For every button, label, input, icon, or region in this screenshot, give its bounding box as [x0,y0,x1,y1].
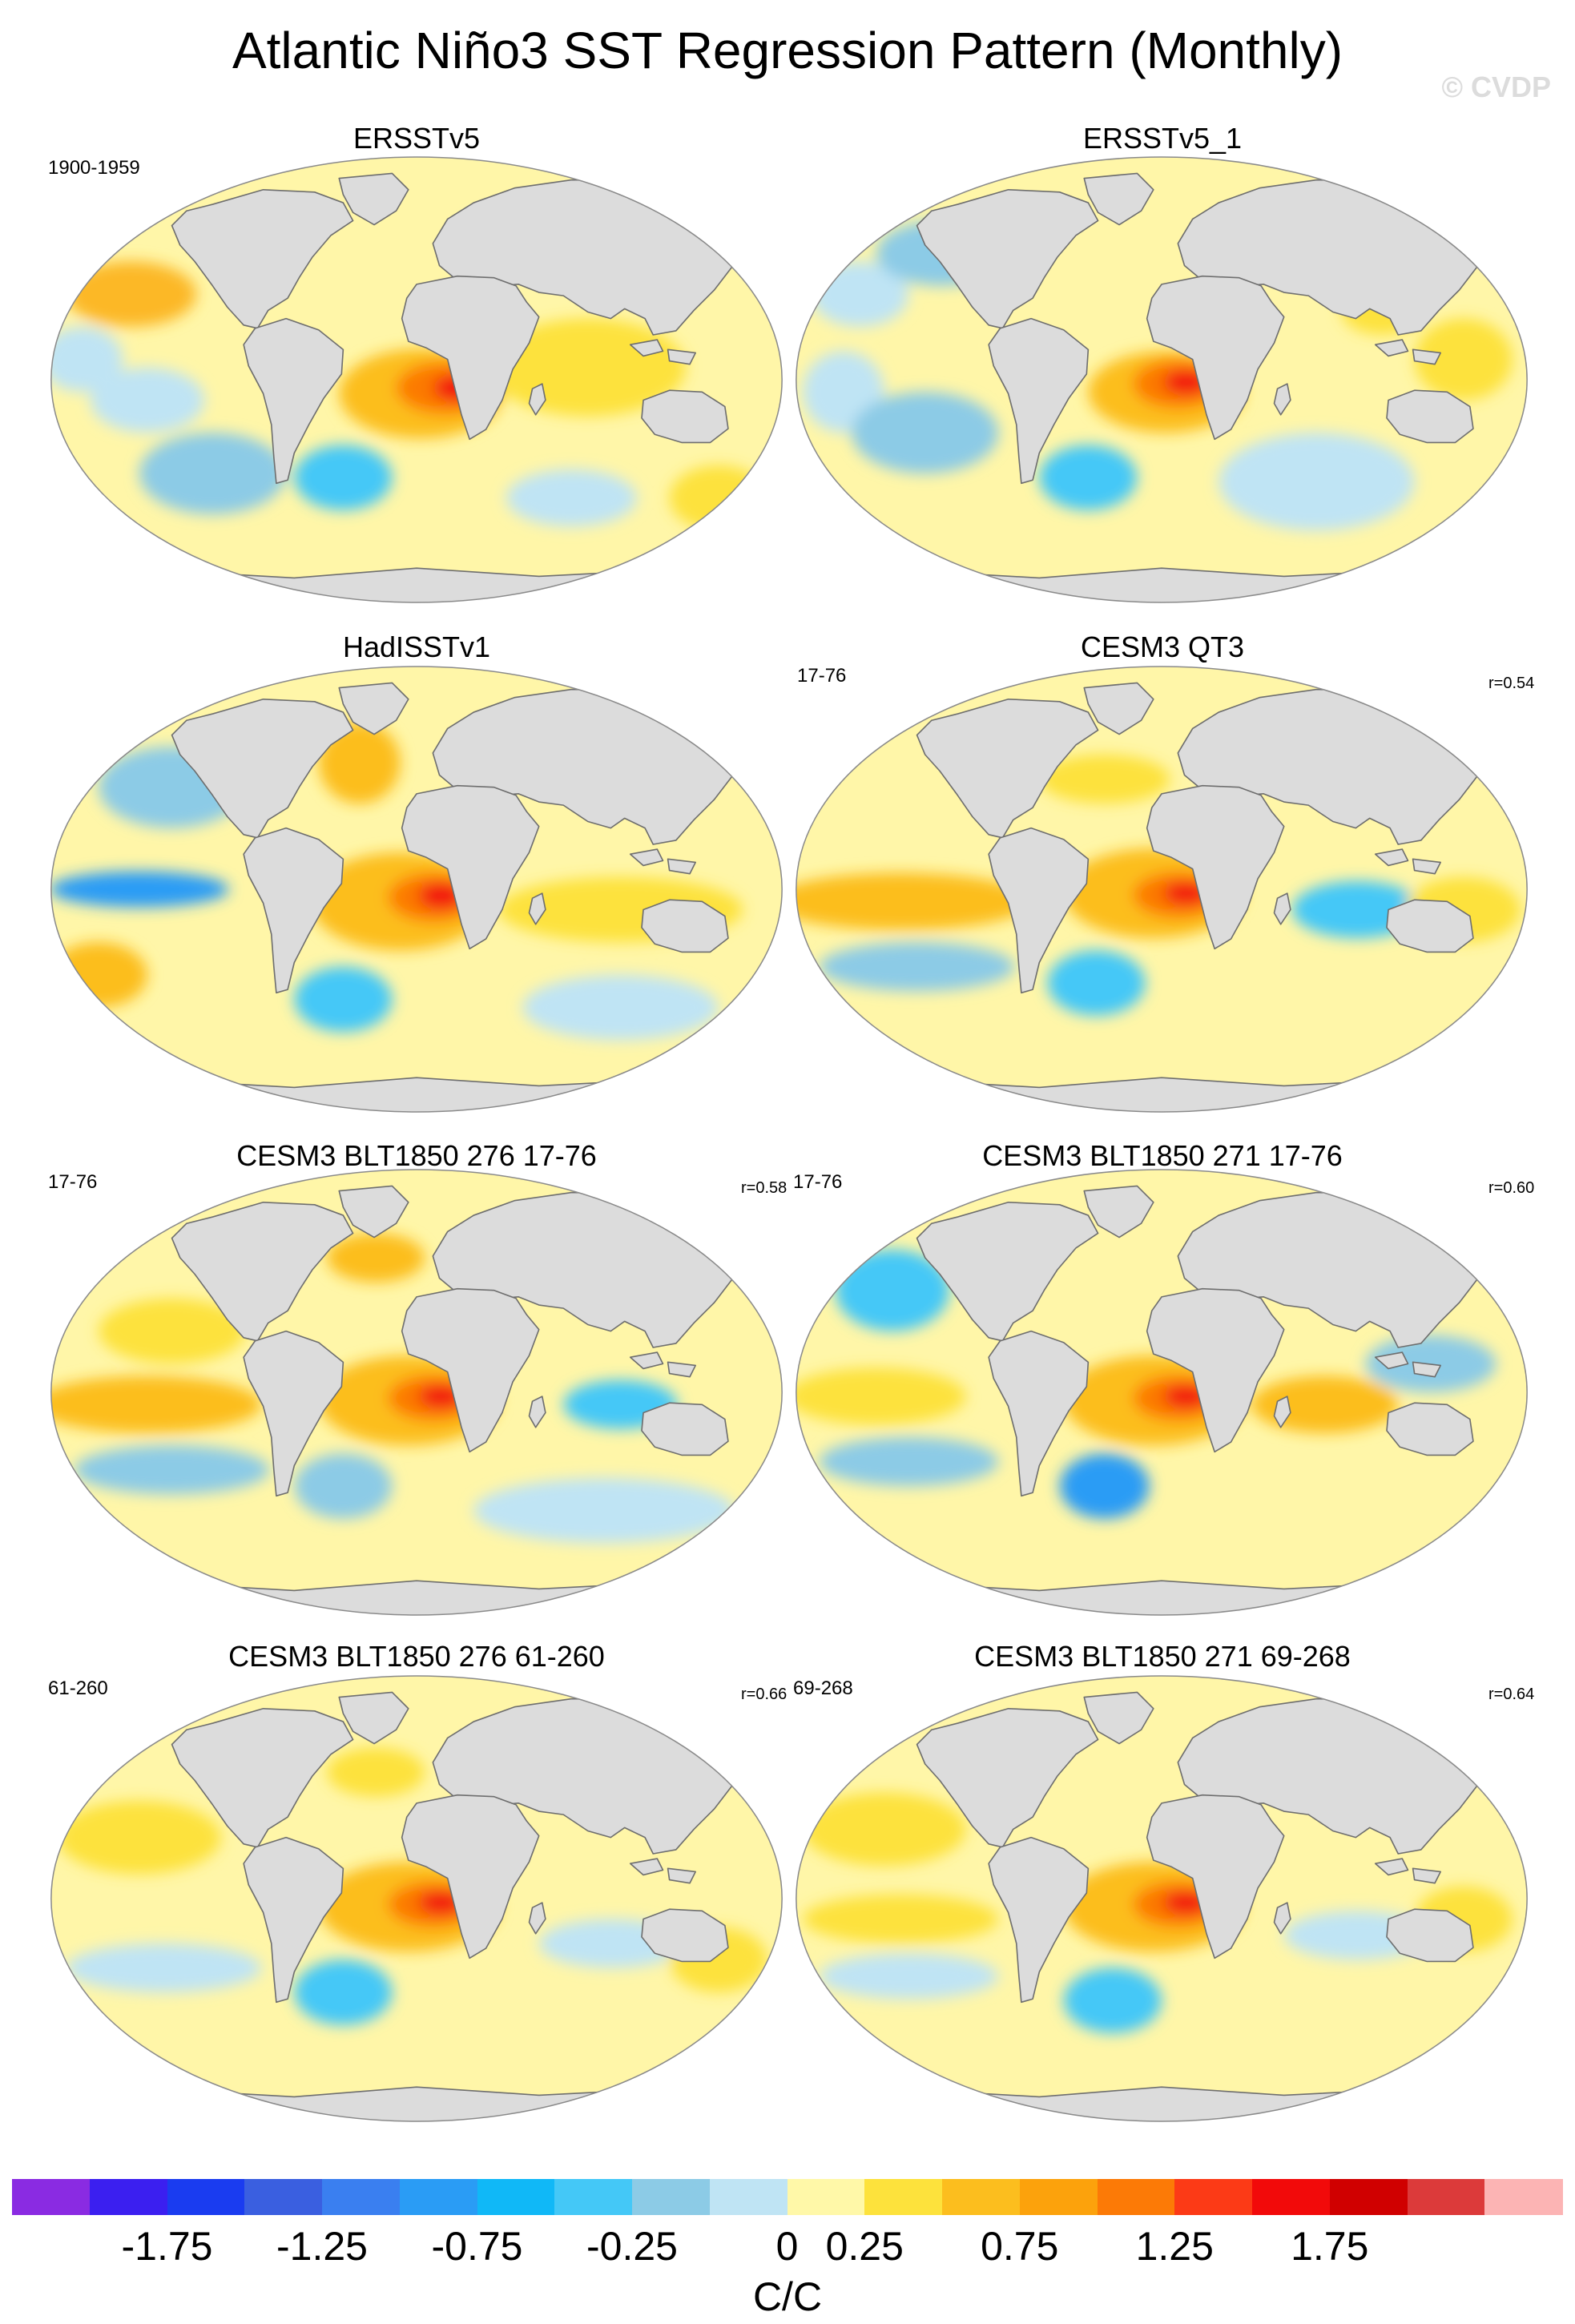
colorbar-label: -1.75 [121,2224,213,2269]
colorbar-box [244,2179,323,2215]
colorbar-label: -0.25 [586,2224,678,2269]
panel-map [50,1675,783,2122]
colorbar-label: -0.75 [431,2224,523,2269]
panel-title: CESM3 BLT1850 276 17-76 [236,1139,597,1172]
colorbar-box [322,2179,401,2215]
panel-correlation: r=0.60 [1488,1179,1535,1197]
colorbar-box [942,2179,1021,2215]
colorbar-box [864,2179,943,2215]
panel-title: ERSSTv5_1 [1082,122,1243,155]
colorbar-box [167,2179,245,2215]
panel-map [50,1169,783,1616]
panel-correlation: r=0.64 [1488,1686,1535,1703]
figure-title: Atlantic Niño3 SST Regression Pattern (M… [232,22,1343,79]
panel-correlation: r=0.58 [741,1179,788,1197]
colorbar-label: 1.75 [1291,2224,1369,2269]
panel-years: 69-268 [793,1678,853,1699]
panel-correlation: r=0.66 [741,1686,788,1703]
panel-years: 17-76 [48,1171,98,1193]
colorbar-box [554,2179,633,2215]
cvdp-credit: © CVDP [1441,70,1551,103]
panel-map [796,666,1528,1113]
colorbar-units: C/C [752,2274,823,2319]
panel-years: 61-260 [48,1678,108,1699]
panel-years: 1900-1959 [48,157,140,179]
panel-map [796,1169,1528,1616]
colorbar-box [1019,2179,1098,2215]
panel-map [796,1675,1528,2122]
panel-title: CESM3 BLT1850 271 17-76 [982,1139,1343,1172]
panel-title: HadISSTv1 [342,630,491,663]
panel-title: ERSSTv5 [352,122,481,155]
panel-years: 17-76 [793,1171,843,1193]
colorbar-box [787,2179,865,2215]
colorbar-box [632,2179,711,2215]
colorbar-label: -1.25 [276,2224,368,2269]
colorbar-box [1484,2179,1563,2215]
panel-title: CESM3 BLT1850 276 61-260 [228,1640,605,1673]
colorbar-box [1407,2179,1485,2215]
panel-years: 17-76 [797,665,847,687]
colorbar-box [399,2179,477,2215]
colorbar-box [477,2179,555,2215]
panel-map [50,156,783,603]
colorbar-box [89,2179,167,2215]
colorbar-label: 1.25 [1135,2224,1214,2269]
panel-title: CESM3 BLT1850 271 69-268 [974,1640,1351,1673]
colorbar-box [1174,2179,1253,2215]
colorbar-box [12,2179,91,2215]
colorbar-label: 0.25 [825,2224,904,2269]
colorbar-box [709,2179,788,2215]
panel-map [50,666,783,1113]
colorbar-label: 0 [775,2224,799,2269]
panel-map [796,156,1528,603]
colorbar-box [1252,2179,1331,2215]
colorbar-box [1097,2179,1175,2215]
panel-title: CESM3 QT3 [1080,630,1245,663]
panel-correlation: r=0.54 [1488,675,1535,692]
colorbar-box [1329,2179,1408,2215]
colorbar-label: 0.75 [981,2224,1059,2269]
